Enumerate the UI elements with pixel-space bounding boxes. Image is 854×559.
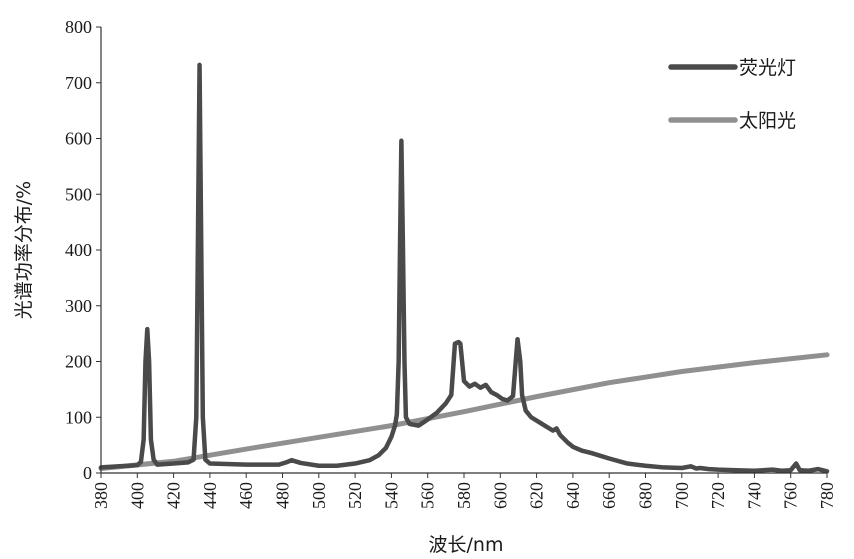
x-tick-label: 620 [527,482,547,509]
x-tick-label: 780 [817,482,837,509]
x-tick-label: 380 [91,482,111,509]
y-axis-title: 光谱功率分布/% [13,181,35,319]
x-tick-label: 600 [490,482,510,509]
y-tick-label: 0 [83,463,92,483]
y-tick-label: 500 [65,184,92,204]
x-tick-label: 660 [599,482,619,509]
x-tick-label: 440 [200,482,220,509]
x-tick-label: 560 [418,482,438,509]
x-tick-label: 580 [454,482,474,509]
x-tick-label: 640 [563,482,583,509]
y-tick-label: 200 [65,352,92,372]
y-tick-label: 400 [65,240,92,260]
x-tick-label: 460 [236,482,256,509]
x-tick-label: 400 [127,482,147,509]
y-tick-labels: 0 100 200 300 400 500 600 700 800 [65,17,92,483]
plot-lines [98,62,830,474]
x-tick-label: 680 [636,482,656,509]
x-tick-labels: 380 400 420 440 460 480 500 520 540 560 580 600 620 6… [91,482,837,509]
series-line-0 [98,62,830,474]
x-tick-label: 760 [781,482,801,509]
x-axis-title: 波长/nm [429,534,504,556]
y-tick-label: 300 [65,296,92,316]
legend-label-0: 荧光灯 [739,57,796,79]
axes [96,26,828,478]
x-tick-label: 520 [345,482,365,509]
y-tick-label: 700 [65,73,92,93]
x-tick-label: 500 [309,482,329,509]
series-line-1 [98,352,830,472]
y-tick-label: 600 [65,129,92,149]
y-tick-label: 800 [65,17,92,37]
x-tick-label: 480 [273,482,293,509]
x-tick-label: 740 [744,482,764,509]
x-tick-label: 720 [708,482,728,509]
legend-label-1: 太阳光 [739,110,796,132]
x-tick-label: 540 [381,482,401,509]
x-tick-label: 700 [672,482,692,509]
y-tick-label: 100 [65,407,92,427]
x-tick-label: 420 [164,482,184,509]
